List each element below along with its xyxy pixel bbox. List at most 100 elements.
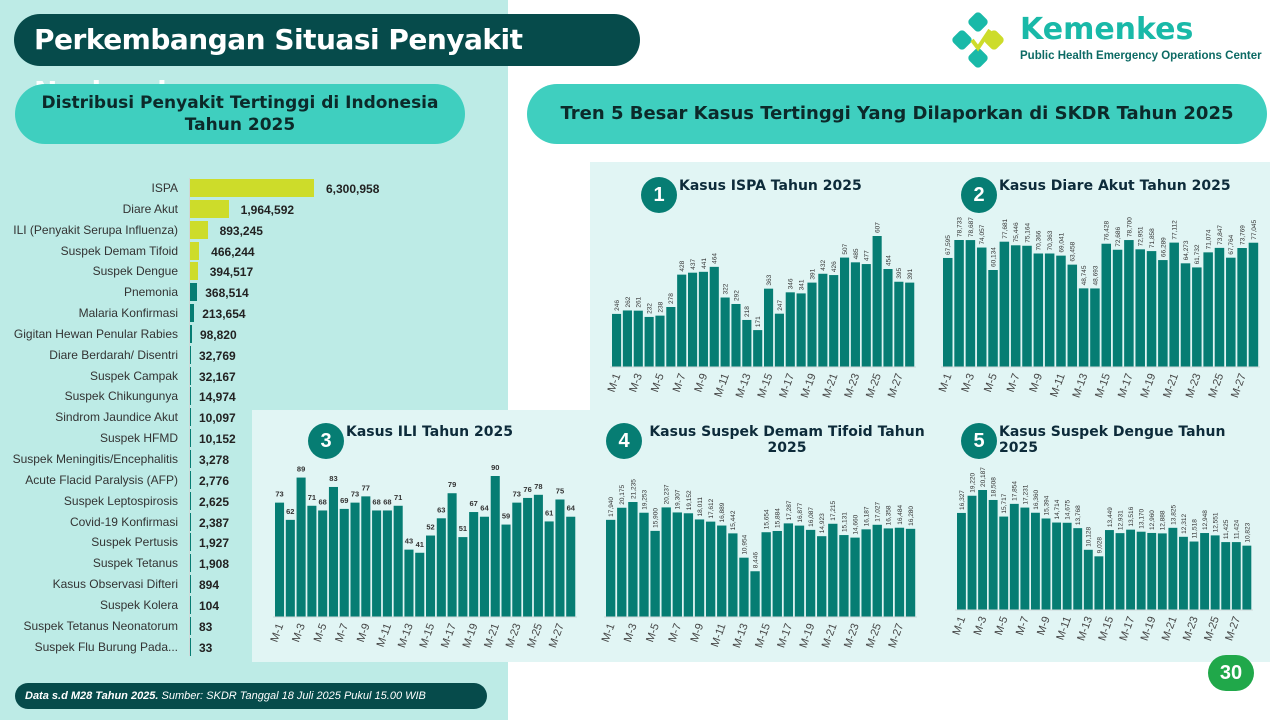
chart-title: Kasus Diare Akut Tahun 2025 xyxy=(999,178,1231,194)
trend-data-label: 12,948 xyxy=(1202,510,1209,530)
trend-data-label: 17,940 xyxy=(608,497,615,517)
distribution-value: 2,625 xyxy=(199,494,230,509)
trend-data-label: 78 xyxy=(534,482,542,491)
trend-bar xyxy=(1203,252,1213,367)
x-tick-label: M-17 xyxy=(1118,615,1138,643)
trend-data-label: 15,884 xyxy=(775,508,782,528)
left-section-heading: Distribusi Penyakit Tertinggi di Indones… xyxy=(15,84,465,144)
distribution-value: 98,820 xyxy=(199,327,237,342)
trend-data-label: 11,424 xyxy=(1234,519,1241,539)
trend-data-label: 71,074 xyxy=(1206,229,1213,249)
footer-bold: Data s.d M28 Tahun 2025. xyxy=(25,690,159,702)
trend-bar xyxy=(1041,518,1051,610)
x-tick-label: M-17 xyxy=(775,622,795,650)
x-tick-label: M-27 xyxy=(1229,372,1249,400)
trend-bar xyxy=(728,533,738,617)
x-tick-label: M-27 xyxy=(886,622,906,650)
x-tick-label: M-3 xyxy=(959,372,977,394)
trend-data-label: 12,312 xyxy=(1181,514,1188,534)
trend-data-label: 67 xyxy=(470,499,478,508)
distribution-label: Suspek Tetanus xyxy=(92,556,178,571)
distribution-bar xyxy=(190,533,191,552)
trend-data-label: 15,394 xyxy=(1043,495,1050,515)
trend-data-label: 441 xyxy=(701,258,708,269)
trend-bar xyxy=(633,310,643,367)
trend-data-label: 15,654 xyxy=(764,509,771,529)
trend-bar xyxy=(764,288,774,367)
trend-bar xyxy=(436,518,446,617)
trend-data-label: 64,273 xyxy=(1183,240,1190,260)
x-tick-label: M-25 xyxy=(525,622,545,650)
x-tick-label: M-13 xyxy=(1075,615,1095,643)
trend-data-label: 432 xyxy=(820,260,827,271)
distribution-label: Covid-19 Konfirmasi xyxy=(69,514,178,529)
trend-bar xyxy=(1031,512,1040,610)
trend-data-label: 89 xyxy=(297,465,305,474)
x-tick-label: M-11 xyxy=(709,622,729,649)
x-tick-label: M-7 xyxy=(1005,372,1023,394)
trend-data-label: 10,128 xyxy=(1086,527,1093,547)
x-tick-label: M-7 xyxy=(671,372,689,394)
trend-bar xyxy=(447,493,457,617)
tifoid-chart-panel: 17,940 20,175 21,235 19,253 15,900 20,237 19,3… xyxy=(590,410,935,662)
trend-bar xyxy=(1083,549,1093,610)
trend-bar xyxy=(807,282,817,367)
trend-data-label: 72,951 xyxy=(1138,226,1145,246)
x-tick-label: M-3 xyxy=(627,372,645,394)
trend-data-label: 61 xyxy=(545,508,553,517)
trend-bar xyxy=(393,505,403,617)
trend-bar xyxy=(761,532,771,617)
trend-bar xyxy=(753,330,763,367)
x-tick-label: M-21 xyxy=(482,622,502,650)
distribution-label: Gigitan Hewan Penular Rabies xyxy=(13,326,178,341)
distribution-label: Suspek HFMD xyxy=(99,431,178,446)
x-tick-label: M-11 xyxy=(1048,372,1068,399)
trend-data-label: 16,327 xyxy=(959,490,966,510)
distribution-value: 1,927 xyxy=(199,536,230,551)
trend-bar xyxy=(523,497,533,617)
trend-bar xyxy=(709,266,719,367)
trend-data-label: 16,889 xyxy=(719,502,726,522)
trend-data-label: 73 xyxy=(351,490,359,499)
x-tick-label: M-5 xyxy=(649,372,667,394)
distribution-bar xyxy=(190,491,191,510)
trend-bar xyxy=(739,557,749,617)
trend-data-label: 341 xyxy=(799,279,806,290)
trend-bar xyxy=(978,490,988,610)
trend-data-label: 62 xyxy=(286,507,294,516)
trend-bar xyxy=(1124,240,1134,367)
trend-data-label: 17,854 xyxy=(1012,481,1019,501)
distribution-value: 14,974 xyxy=(199,390,236,405)
trend-data-label: 48,745 xyxy=(1081,265,1088,285)
trend-bar xyxy=(1073,528,1083,610)
trend-bar xyxy=(328,486,338,617)
trend-bar xyxy=(817,536,827,617)
distribution-label: Suspek Tetanus Neonatorum xyxy=(23,618,178,633)
trend-data-label: 292 xyxy=(733,290,740,301)
trend-bar xyxy=(1214,247,1225,367)
trend-data-label: 63,458 xyxy=(1070,241,1077,261)
trend-data-label: 78,700 xyxy=(1126,217,1133,237)
trend-data-label: 73 xyxy=(275,490,283,499)
trend-data-label: 20,237 xyxy=(664,484,671,504)
trend-bar xyxy=(566,516,576,617)
trend-data-label: 17,612 xyxy=(708,498,715,518)
trend-data-label: 17,027 xyxy=(875,502,882,522)
distribution-value: 10,097 xyxy=(199,411,236,426)
x-tick-label: M-1 xyxy=(269,622,287,644)
trend-data-label: 76 xyxy=(523,485,531,494)
trend-bar xyxy=(965,240,976,367)
chart-number-badge: 5 xyxy=(961,423,997,459)
trend-data-label: 48,693 xyxy=(1092,265,1099,285)
distribution-bar xyxy=(190,179,314,197)
x-tick-label: M-13 xyxy=(731,622,751,650)
distribution-value: 368,514 xyxy=(205,286,249,301)
logo-subtitle: Public Health Emergency Operations Cente… xyxy=(1020,50,1262,62)
trend-bar xyxy=(818,273,828,367)
trend-data-label: 428 xyxy=(679,260,686,271)
trend-data-label: 12,931 xyxy=(1117,510,1124,530)
trend-data-label: 346 xyxy=(788,278,795,289)
trend-data-label: 18,011 xyxy=(697,497,704,517)
trend-bar xyxy=(720,297,730,367)
